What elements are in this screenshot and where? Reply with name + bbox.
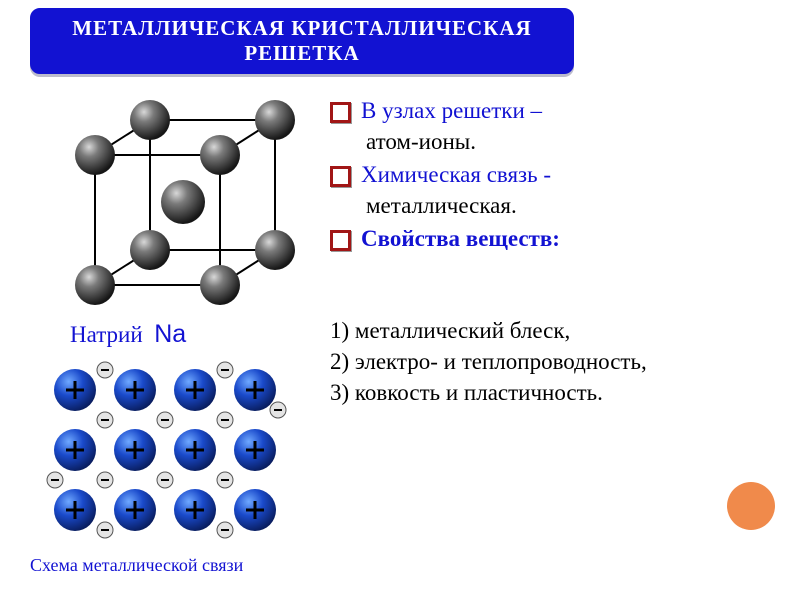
bullet-icon <box>330 230 351 251</box>
bullet-text: Свойства веществ: <box>361 223 560 254</box>
property-item: 2) электро- и теплопроводность, <box>330 346 780 377</box>
sodium-caption: Натрий Na <box>70 320 186 349</box>
bullet-item: В узлах решетки – атом-ионы. <box>330 95 780 157</box>
bullet-icon <box>330 166 351 187</box>
bullet-item: Химическая связь - металлическая. <box>330 159 780 221</box>
bullet-text: Химическая связь - металлическая. <box>361 159 551 221</box>
ion-diagram <box>40 355 300 545</box>
sodium-symbol: Na <box>154 320 186 348</box>
cations <box>54 369 276 531</box>
accent-disc <box>727 482 775 530</box>
property-item: 3) ковкость и пластичность. <box>330 377 780 408</box>
sodium-text: Натрий <box>70 322 143 347</box>
bullet-text: В узлах решетки – атом-ионы. <box>361 95 542 157</box>
lattice-diagram <box>40 80 300 320</box>
property-item: 1) металлический блеск, <box>330 315 780 346</box>
title-text: МЕТАЛЛИЧЕСКАЯ КРИСТАЛЛИЧЕСКАЯ РЕШЕТКА <box>32 16 572 66</box>
lattice-nodes <box>75 100 295 305</box>
properties-list: 1) металлический блеск, 2) электро- и те… <box>330 315 780 408</box>
bullet-item: Свойства веществ: <box>330 223 780 254</box>
bullet-list: В узлах решетки – атом-ионы. Химическая … <box>330 95 780 256</box>
ion-caption: Схема металлической связи <box>30 555 243 576</box>
title-banner: МЕТАЛЛИЧЕСКАЯ КРИСТАЛЛИЧЕСКАЯ РЕШЕТКА <box>30 8 574 74</box>
bullet-icon <box>330 102 351 123</box>
